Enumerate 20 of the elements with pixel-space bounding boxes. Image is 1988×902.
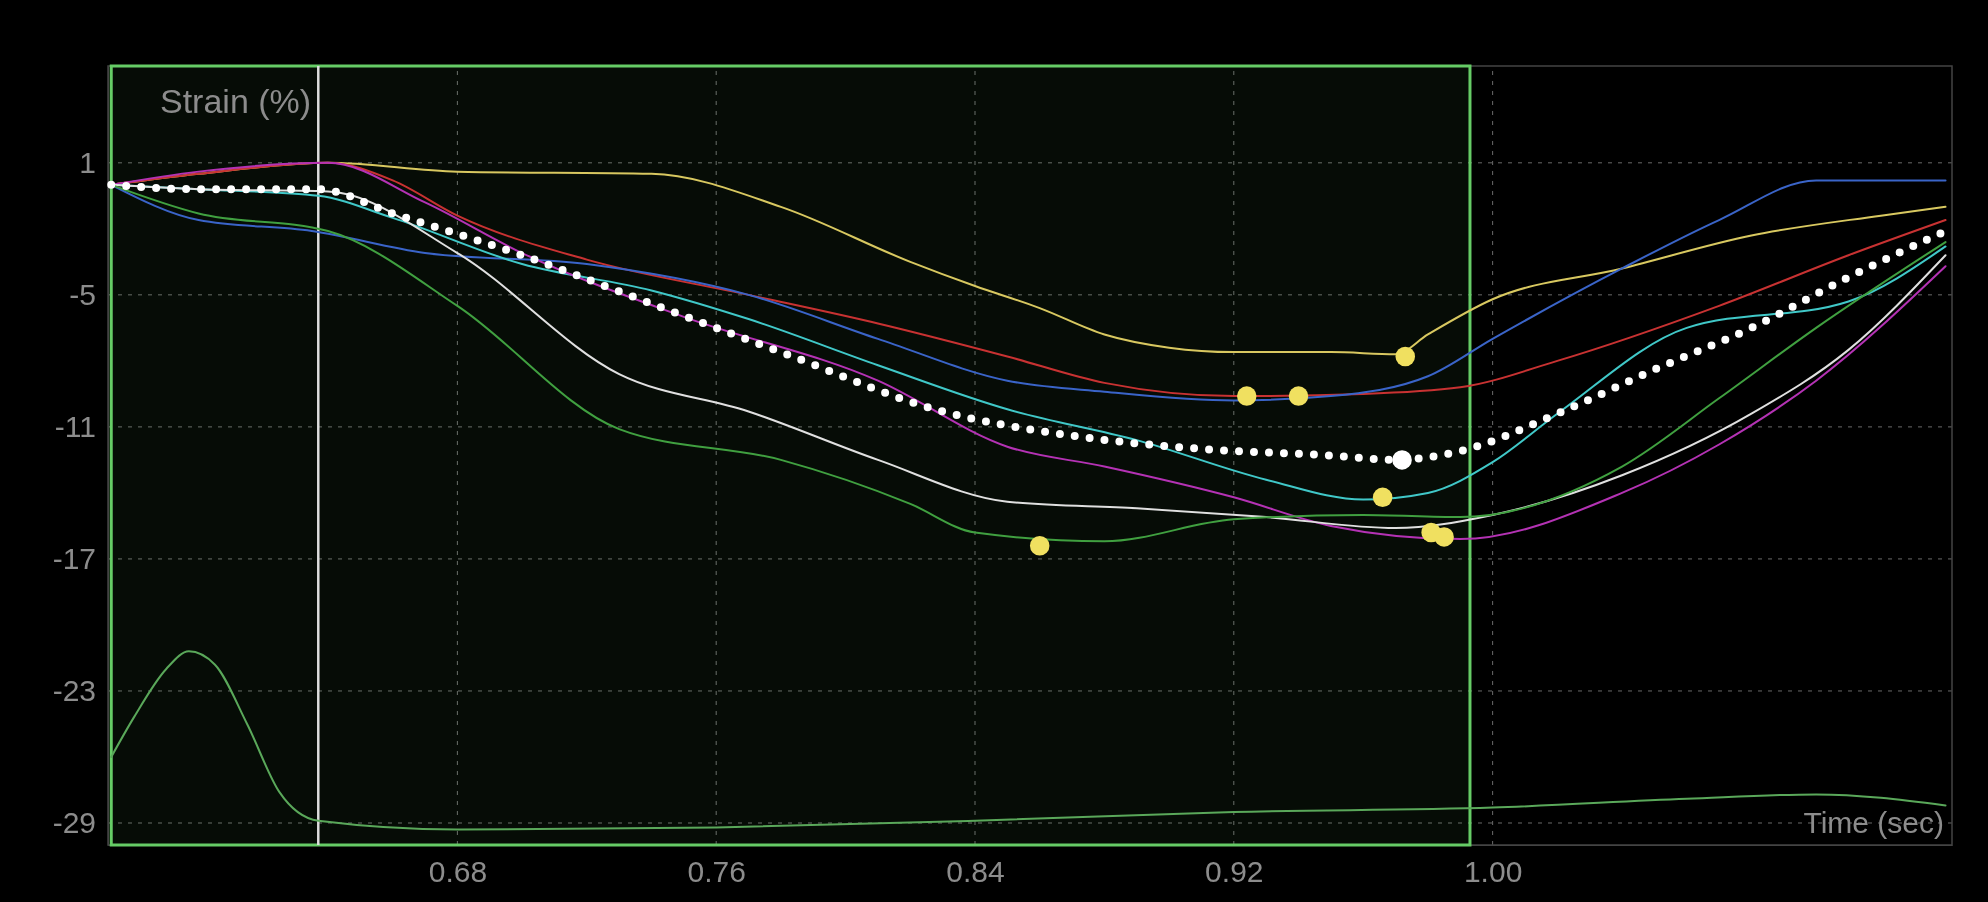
- y-axis-title: Strain (%): [160, 82, 312, 120]
- point: [1392, 450, 1412, 470]
- y-tick-label: -29: [52, 806, 96, 840]
- x-tick-label: 0.92: [1205, 855, 1264, 889]
- x-axis-title: Time (sec): [1803, 806, 1944, 839]
- point: [1372, 487, 1393, 508]
- x-tick-label: 0.84: [946, 855, 1005, 889]
- y-tick-label: -17: [52, 542, 96, 576]
- x-tick-label: 0.76: [687, 855, 746, 889]
- y-tick-label: 1: [79, 145, 96, 179]
- y-tick-label: -11: [54, 409, 96, 443]
- point: [1288, 386, 1309, 406]
- y-tick-label: -5: [69, 277, 96, 311]
- point: [1236, 386, 1257, 406]
- point: [1029, 535, 1050, 556]
- point: [1434, 527, 1454, 547]
- text: 1.00: [1463, 855, 1523, 889]
- point: [1395, 346, 1416, 367]
- x-tick-label: 0.68: [428, 855, 488, 889]
- y-tick-label: -23: [52, 674, 96, 708]
